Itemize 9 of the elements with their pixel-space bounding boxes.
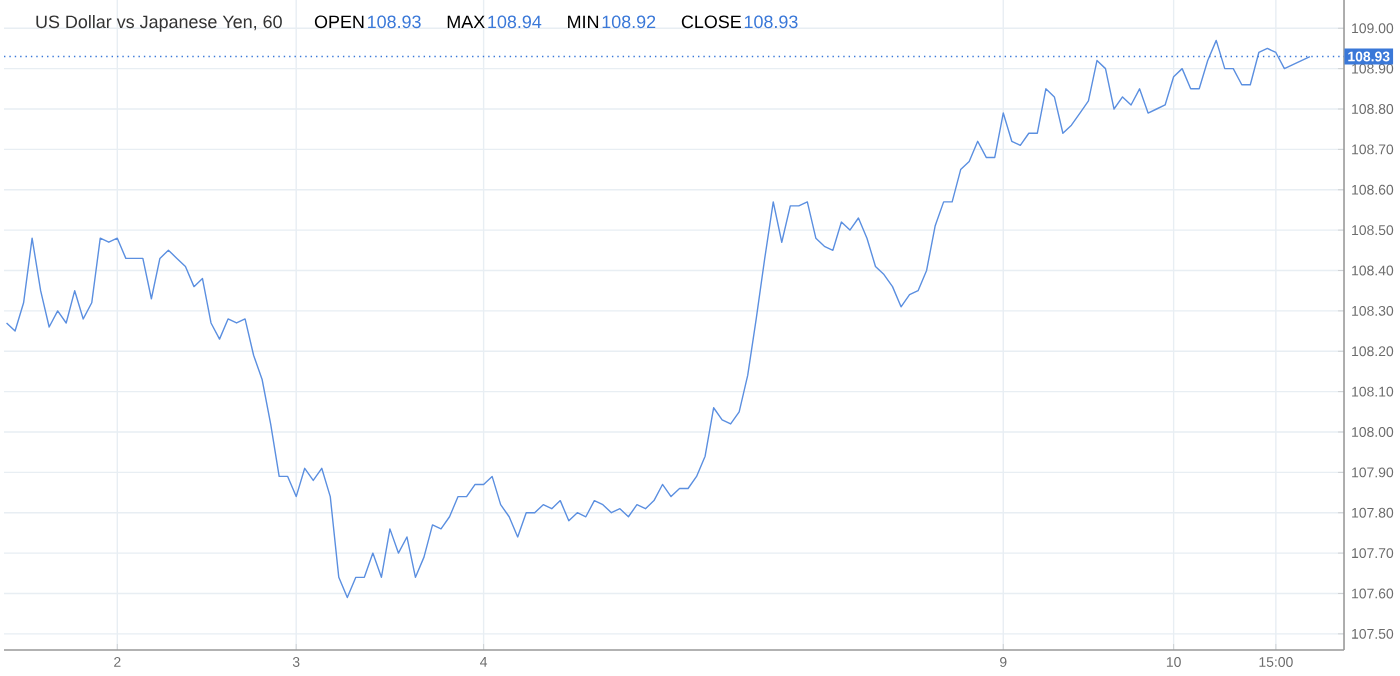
annotation: 108.92 [602,15,656,29]
annotation: MAX [447,15,485,28]
text: US Dollar vs Japanese Yen, 60 [36,14,282,32]
annotation: 108.94 [488,15,542,29]
annotation: OPEN [314,15,364,29]
annotation: 108.93 [744,15,798,29]
annotation: MIN [568,15,599,28]
annotation: 108.93 [368,15,421,29]
annotation: CLOSE [681,15,741,29]
